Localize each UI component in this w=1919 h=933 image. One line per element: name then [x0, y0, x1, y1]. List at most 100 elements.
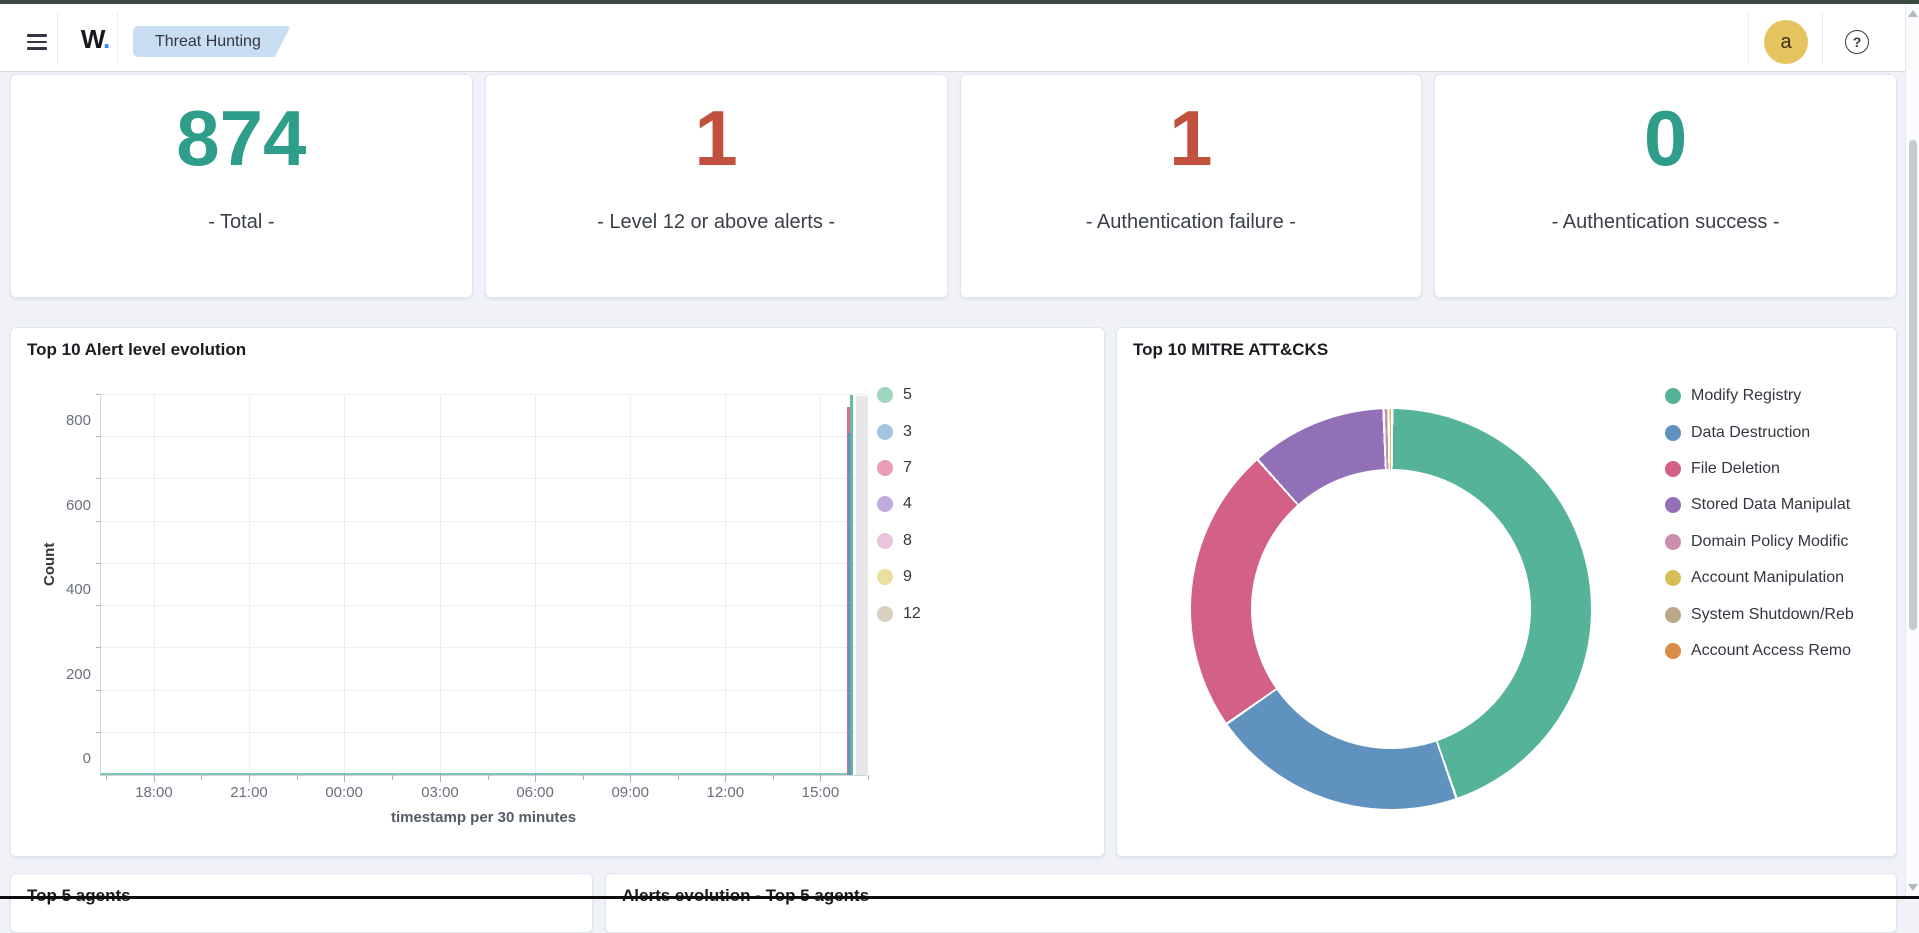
panel-alerts-evolution-top5-agents: Alerts evolution - Top 5 agents — [605, 873, 1897, 933]
donut-hole — [1251, 469, 1531, 749]
x-tick-label: 15:00 — [790, 784, 850, 801]
legend-dot-icon — [877, 606, 893, 622]
x-tick-label: 03:00 — [410, 784, 470, 801]
stat-label: - Level 12 or above alerts - — [597, 211, 835, 234]
gridline-vertical — [630, 396, 631, 775]
gridline-vertical — [344, 396, 345, 775]
x-minor-tick — [773, 775, 774, 780]
legend-item[interactable]: Modify Registry — [1665, 378, 1891, 414]
panel-alert-level-evolution: Top 10 Alert level evolution Count 18:00… — [10, 327, 1105, 857]
x-tick — [725, 775, 726, 782]
page-scrollbar[interactable] — [1905, 4, 1919, 899]
gridline-horizontal — [101, 690, 867, 691]
legend-label: 9 — [903, 568, 912, 586]
window-top-strip — [0, 0, 1919, 4]
gridline-vertical — [535, 396, 536, 775]
y-tick — [96, 436, 101, 437]
stat-label: - Authentication failure - — [1086, 211, 1296, 234]
legend-item[interactable]: Data Destruction — [1665, 414, 1891, 450]
legend-item[interactable]: 12 — [877, 595, 921, 631]
y-tick — [96, 605, 101, 606]
avatar[interactable]: a — [1764, 20, 1808, 64]
scroll-down-icon[interactable] — [1908, 884, 1918, 891]
legend-item[interactable]: File Deletion — [1665, 451, 1891, 487]
legend-dot-icon — [1665, 534, 1681, 550]
legend-label: 7 — [903, 459, 912, 477]
gridline-horizontal — [101, 647, 867, 648]
legend-dot-icon — [1665, 570, 1681, 586]
x-tick — [249, 775, 250, 782]
legend-dot-icon — [1665, 461, 1681, 477]
x-minor-tick — [868, 775, 869, 780]
x-tick-label: 12:00 — [695, 784, 755, 801]
legend-label: 4 — [903, 495, 912, 513]
x-minor-tick — [678, 775, 679, 780]
x-tick — [440, 775, 441, 782]
menu-button[interactable] — [18, 26, 56, 58]
legend-item[interactable]: Account Access Remo — [1665, 633, 1891, 669]
y-tick — [96, 732, 101, 733]
legend-dot-icon — [877, 496, 893, 512]
legend-item[interactable]: Stored Data Manipulat — [1665, 487, 1891, 523]
scrollbar-thumb[interactable] — [1909, 140, 1917, 630]
stat-card: 0- Authentication success - — [1434, 74, 1897, 298]
stat-value: 0 — [1644, 99, 1687, 177]
legend-item[interactable]: 8 — [877, 523, 921, 559]
y-tick-label: 600 — [41, 497, 91, 514]
x-minor-tick — [106, 775, 107, 780]
legend-item[interactable]: 4 — [877, 486, 921, 522]
legend-label: File Deletion — [1691, 460, 1780, 478]
y-tick — [96, 478, 101, 479]
legend-item[interactable]: Account Manipulation — [1665, 560, 1891, 596]
legend-item[interactable]: System Shutdown/Reb — [1665, 596, 1891, 632]
legend-label: 8 — [903, 532, 912, 550]
panel-title: Top 10 MITRE ATT&CKS — [1133, 340, 1328, 360]
series-spike — [850, 395, 853, 775]
header-divider — [1822, 12, 1823, 64]
gridline-horizontal — [101, 563, 867, 564]
line-chart-legend: 5 3 7 4 8 9 12 — [877, 377, 921, 632]
legend-item[interactable]: 3 — [877, 413, 921, 449]
app-logo[interactable]: W. — [72, 24, 118, 55]
legend-label: System Shutdown/Reb — [1691, 606, 1854, 624]
donut-chart[interactable] — [1191, 409, 1591, 809]
y-tick-label: 200 — [41, 666, 91, 683]
hamburger-icon — [27, 34, 47, 37]
breadcrumb-threat-hunting[interactable]: Threat Hunting — [133, 26, 291, 57]
gridline-horizontal — [101, 478, 867, 479]
legend-item[interactable]: 7 — [877, 450, 921, 486]
header-divider — [57, 12, 58, 64]
x-tick-label: 21:00 — [219, 784, 279, 801]
stat-card: 874- Total - — [10, 74, 473, 298]
header-divider — [117, 12, 118, 64]
x-minor-tick — [488, 775, 489, 780]
x-minor-tick — [297, 775, 298, 780]
gridline-horizontal — [101, 605, 867, 606]
x-tick — [344, 775, 345, 782]
help-button[interactable]: ? — [1845, 30, 1869, 54]
legend-label: Stored Data Manipulat — [1691, 496, 1850, 514]
legend-dot-icon — [877, 569, 893, 585]
legend-label: 12 — [903, 605, 921, 623]
stats-row: 874- Total -1- Level 12 or above alerts … — [10, 74, 1897, 298]
legend-item[interactable]: 9 — [877, 559, 921, 595]
y-tick-label: 0 — [41, 750, 91, 767]
x-tick-label: 06:00 — [505, 784, 565, 801]
x-tick — [820, 775, 821, 782]
incomplete-bucket-band — [856, 396, 868, 775]
legend-label: 3 — [903, 423, 912, 441]
x-minor-tick — [392, 775, 393, 780]
legend-dot-icon — [877, 424, 893, 440]
legend-label: 5 — [903, 386, 912, 404]
legend-item[interactable]: 5 — [877, 377, 921, 413]
legend-label: Domain Policy Modific — [1691, 533, 1848, 551]
x-tick-label: 09:00 — [600, 784, 660, 801]
legend-label: Account Manipulation — [1691, 569, 1844, 587]
y-tick — [96, 521, 101, 522]
x-minor-tick — [583, 775, 584, 780]
y-tick-label: 800 — [41, 412, 91, 429]
legend-item[interactable]: Domain Policy Modific — [1665, 524, 1891, 560]
legend-dot-icon — [1665, 643, 1681, 659]
scroll-up-icon[interactable] — [1908, 10, 1918, 17]
